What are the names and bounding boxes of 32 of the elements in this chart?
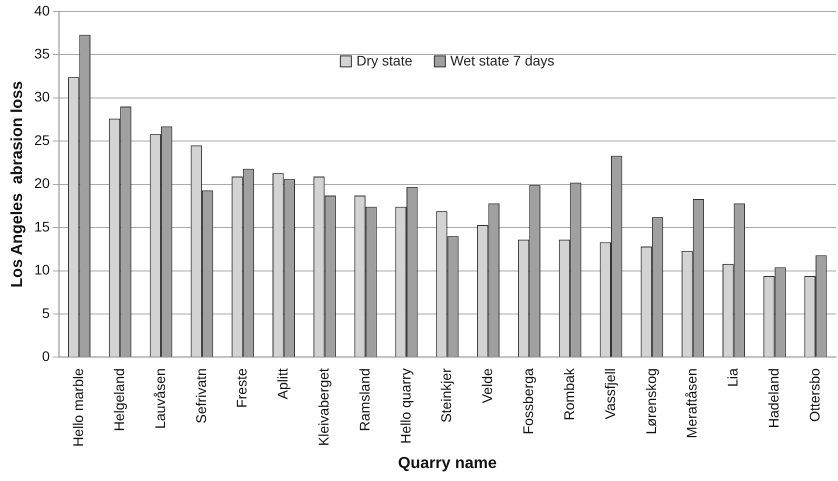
x-tick-label: Steinkjer [438, 368, 454, 423]
x-tick-label: Ramsland [356, 368, 372, 432]
x-tick-label: Aplitt [274, 368, 291, 400]
y-tick-label: 5 [42, 304, 50, 321]
x-tick-label: Meraftåsen [684, 368, 700, 438]
x-tick-label: Freste [234, 368, 250, 408]
y-tick-label: 15 [34, 218, 50, 234]
y-tick-label: 35 [34, 45, 50, 62]
x-tick-label: Kleivaberget [316, 368, 332, 446]
x-tick-label: Hello marble [70, 368, 86, 447]
x-tick-label: Fossberga [520, 368, 536, 434]
y-tick-label: 0 [42, 348, 50, 364]
x-tick-label: Lauvåsen [152, 368, 168, 429]
legend-label: Wet state 7 days [450, 52, 554, 68]
y-tick-label: 40 [34, 2, 50, 18]
x-tick-label: Rombak [560, 367, 577, 420]
x-tick-label: Ottersbo [806, 368, 822, 422]
x-tick-label: Lia [724, 368, 741, 387]
x-axis-title: Quarry name [398, 454, 497, 472]
legend-label: Dry state [356, 52, 413, 68]
x-tick-label: Lørenskog [642, 368, 659, 434]
y-axis-title: Los Angeles abrasion loss [9, 80, 26, 288]
y-tick-label: 30 [34, 88, 50, 105]
y-tick-label: 20 [34, 175, 50, 192]
x-tick-label: Vassfjell [602, 368, 618, 420]
x-tick-label: Sefrivatn [192, 368, 209, 424]
x-tick-label: Velde [479, 368, 496, 404]
y-tick-label: 25 [34, 132, 50, 148]
x-tick-label: Hadeland [766, 368, 782, 428]
x-tick-label: Hello quarry [397, 368, 414, 444]
y-tick-label: 10 [34, 262, 50, 278]
x-tick-label: Helgeland [110, 368, 127, 432]
